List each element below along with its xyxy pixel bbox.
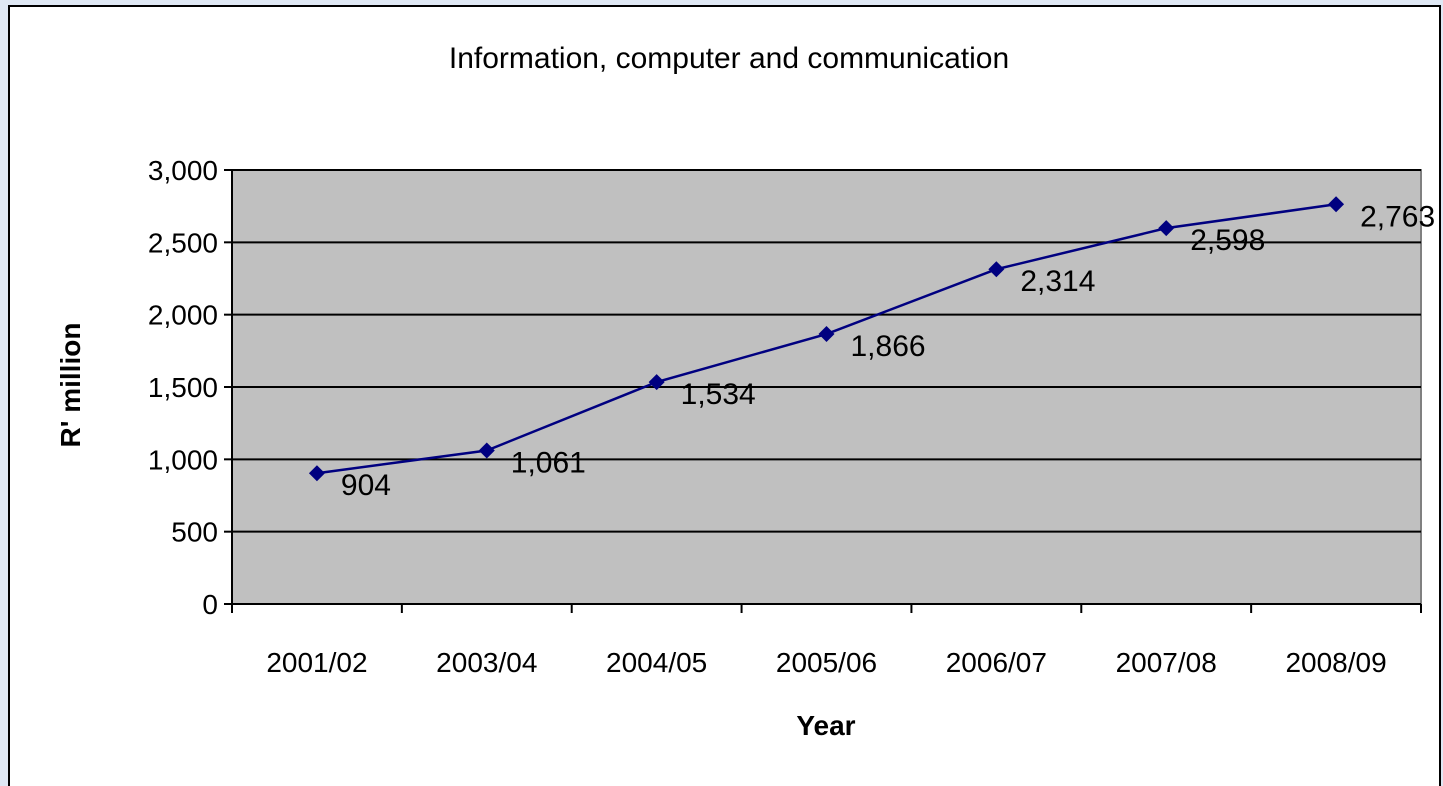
data-point-marker — [1158, 220, 1175, 237]
x-tick-label: 2008/09 — [1285, 647, 1386, 678]
data-point-marker — [818, 326, 835, 343]
y-tick-label: 2,500 — [148, 227, 218, 258]
y-tick-label: 3,000 — [148, 155, 218, 186]
y-tick-label: 1,000 — [148, 444, 218, 475]
data-label: 1,061 — [511, 447, 586, 480]
y-tick-label: 2,000 — [148, 300, 218, 331]
data-label: 1,866 — [851, 330, 926, 363]
x-tick-label: 2006/07 — [946, 647, 1047, 678]
chart-title: Information, computer and communication — [449, 42, 1009, 75]
x-tick-label: 2007/08 — [1116, 647, 1217, 678]
x-tick-label: 2005/06 — [776, 647, 877, 678]
gridlines — [232, 169, 1421, 533]
x-tick-label: 2004/05 — [606, 647, 707, 678]
y-tick-label: 500 — [171, 517, 218, 548]
x-axis-ticks: 2001/02 2003/04 2004/05 2005/06 2006/07 2007/… — [231, 604, 1422, 678]
x-axis-label: Year — [796, 710, 855, 741]
data-label: 2,598 — [1190, 224, 1265, 257]
y-axis-label: R' million — [55, 323, 86, 448]
data-label: 1,534 — [681, 378, 756, 411]
data-point-marker — [648, 374, 665, 391]
data-point-marker — [308, 465, 325, 482]
y-tick-label: 0 — [202, 589, 218, 620]
y-axis-ticks: 0 500 1,000 1,500 2,000 2,500 3,000 — [148, 155, 232, 620]
data-label: 2,314 — [1020, 265, 1095, 298]
series — [308, 196, 1345, 482]
data-point-marker — [478, 442, 495, 459]
data-labels: 904 1,061 1,534 1,866 2,314 2,598 2,763 — [341, 200, 1435, 502]
x-tick-label: 2003/04 — [436, 647, 537, 678]
x-tick-label: 2001/02 — [266, 647, 367, 678]
data-point-marker — [988, 261, 1005, 278]
data-label: 2,763 — [1360, 200, 1435, 233]
data-point-marker — [1328, 196, 1345, 213]
data-label: 904 — [341, 469, 391, 502]
y-tick-label: 1,500 — [148, 372, 218, 403]
